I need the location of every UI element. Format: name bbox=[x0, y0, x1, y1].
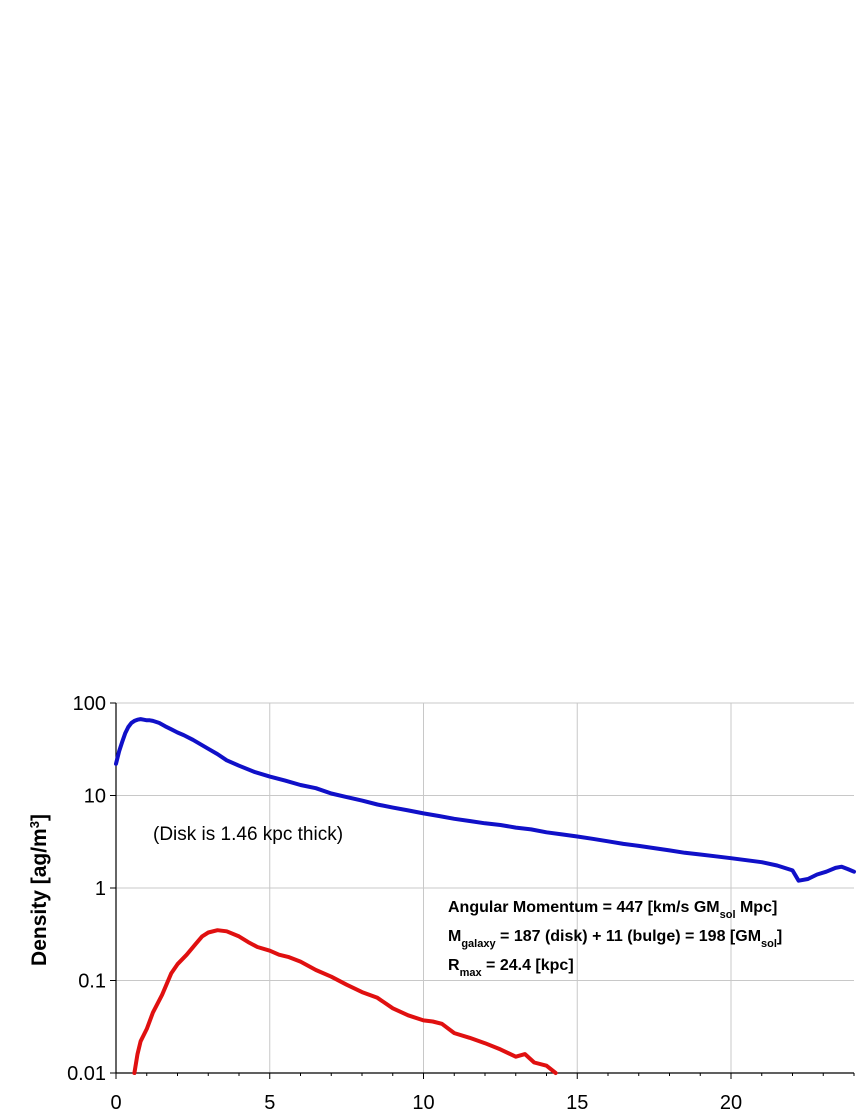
grid bbox=[116, 702, 854, 1073]
y-tick-label: 0.01 bbox=[67, 1063, 106, 1085]
y-axis-title: Density [ag/m3] bbox=[27, 814, 52, 966]
info-box: Angular Momentum = 447 [km/s GMsol Mpc] … bbox=[448, 899, 782, 979]
x-tick-label: 20 bbox=[720, 1092, 742, 1114]
series-line-1 bbox=[132, 928, 558, 1075]
y-tick-label: 0.1 bbox=[78, 971, 106, 993]
x-tick-label: 15 bbox=[566, 1092, 588, 1114]
disk-thickness-note: (Disk is 1.46 kpc thick) bbox=[153, 824, 343, 845]
y-tick-labels: 100 10 1 0.1 0.01 bbox=[67, 693, 106, 1085]
x-tick-labels: 0 5 10 15 20 bbox=[110, 1092, 742, 1114]
y-tick-label: 100 bbox=[73, 693, 106, 715]
x-tick-label: 5 bbox=[264, 1092, 275, 1114]
y-tick-label: 1 bbox=[95, 878, 106, 900]
series-line-0 bbox=[114, 717, 856, 883]
y-tick-label: 10 bbox=[84, 786, 106, 808]
galaxy-mass-label: Mgalaxy = 187 (disk) + 11 (bulge) = 198 … bbox=[448, 928, 782, 950]
series-group bbox=[114, 717, 856, 1075]
x-tick-label: 10 bbox=[412, 1092, 434, 1114]
x-tick-label: 0 bbox=[110, 1092, 121, 1114]
rmax-label: Rmax = 24.4 [kpc] bbox=[448, 957, 574, 979]
angular-momentum-label: Angular Momentum = 447 [km/s GMsol Mpc] bbox=[448, 899, 777, 921]
